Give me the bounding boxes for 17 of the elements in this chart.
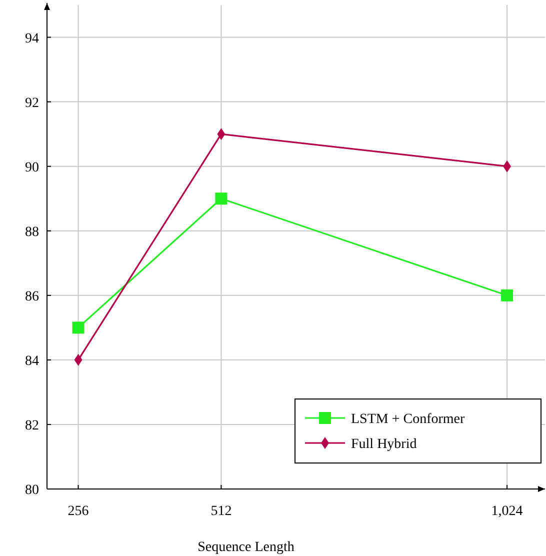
y-tick-label: 94 <box>25 31 39 46</box>
y-tick-label: 80 <box>25 483 39 498</box>
y-tick-label: 82 <box>25 418 39 434</box>
legend-label: LSTM + Conformer <box>351 412 465 427</box>
x-tick-label: 512 <box>210 504 232 519</box>
y-tick-label: 84 <box>25 354 39 369</box>
x-tick-label: 256 <box>68 504 89 519</box>
y-tick-label: 88 <box>25 224 39 240</box>
x-tick-label: 1,024 <box>491 504 523 519</box>
point <box>72 322 84 334</box>
point <box>501 289 514 302</box>
point <box>215 192 228 205</box>
y-tick-label: 92 <box>25 96 39 111</box>
legend-label: Full Hybrid <box>351 437 417 452</box>
y-tick-label: 86 <box>25 289 39 304</box>
x-axis-title: Sequence Length <box>198 540 294 555</box>
y-tick-label: 90 <box>25 160 39 176</box>
